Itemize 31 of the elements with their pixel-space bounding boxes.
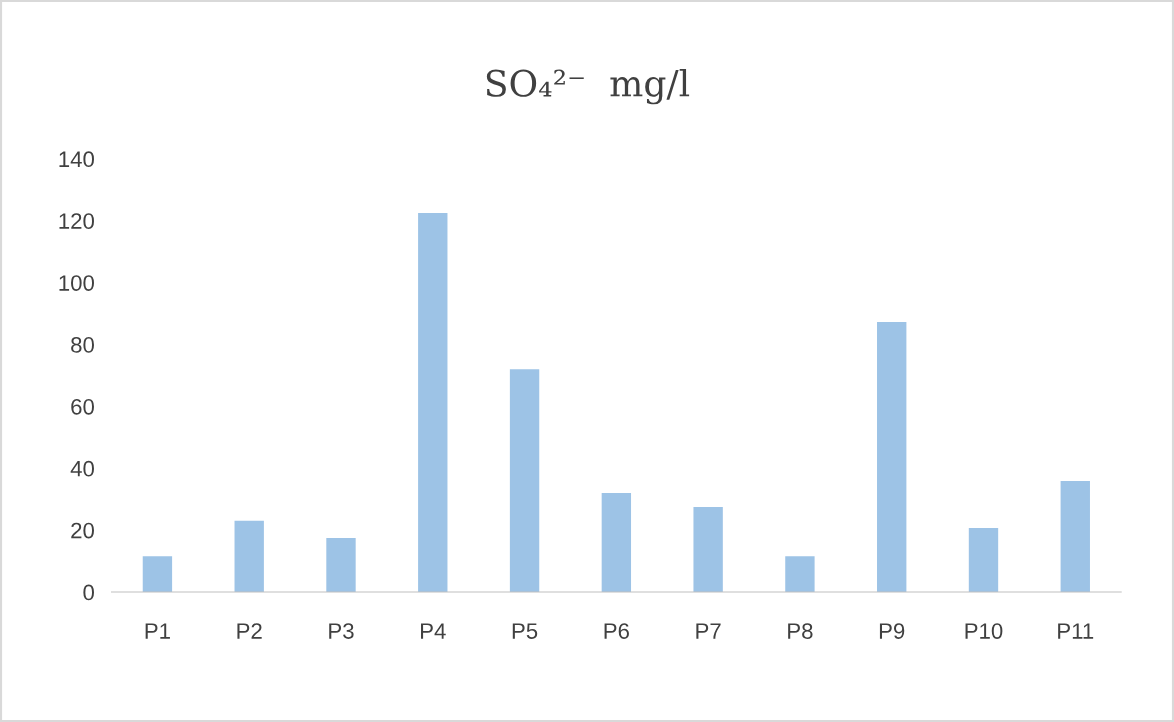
- y-tick-label: 100: [59, 275, 94, 291]
- bar: [968, 527, 999, 593]
- bar: [142, 556, 173, 593]
- y-tick-label: 80: [71, 337, 94, 353]
- y-tick-label: 60: [71, 398, 94, 415]
- x-tick-label: P10: [965, 623, 1003, 639]
- x-tick-label: P8: [788, 623, 813, 639]
- x-tick-label: P3: [329, 623, 354, 639]
- x-tick-label: P5: [512, 623, 538, 639]
- bar: [1060, 480, 1090, 593]
- bar: [877, 321, 907, 593]
- bar: [418, 212, 448, 593]
- chart-title: SO₄²⁻ mg/l: [486, 68, 690, 105]
- bar: [601, 493, 632, 593]
- bar: [785, 556, 815, 593]
- x-tick-label: P2: [237, 623, 262, 639]
- x-tick-label: P7: [696, 623, 721, 639]
- y-tick-label: 0: [83, 584, 94, 601]
- x-tick-label: P6: [604, 623, 629, 639]
- bar: [326, 537, 356, 593]
- y-tick-label: 20: [71, 522, 94, 539]
- bar: [509, 369, 540, 593]
- bar: [693, 506, 723, 593]
- x-tick-label: P11: [1058, 623, 1094, 639]
- y-tick-label: 40: [70, 460, 94, 477]
- y-tick-label: 140: [59, 151, 94, 168]
- bar: [234, 520, 264, 593]
- x-tick-label: P4: [421, 623, 446, 639]
- y-tick-label: 120: [59, 213, 94, 229]
- x-tick-label: P9: [879, 623, 905, 639]
- x-tick-label: P1: [145, 623, 170, 639]
